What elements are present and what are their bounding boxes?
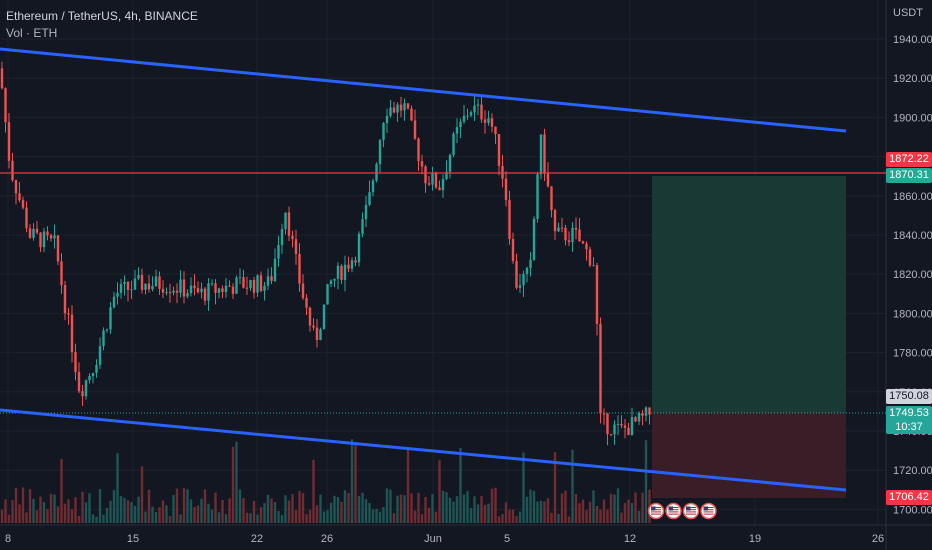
volume-bars	[0, 439, 651, 523]
price-tick-label: 1920.00	[893, 73, 932, 85]
price-tick-label: 1720.00	[893, 465, 932, 477]
price-tick-label: 1940.00	[893, 34, 932, 46]
time-tick-label: 19	[749, 533, 761, 545]
profit-zone[interactable]	[652, 176, 846, 413]
time-tick-label: 5	[504, 533, 510, 545]
price-tick-label: 1820.00	[893, 269, 932, 281]
upper-trendline[interactable]	[0, 47, 847, 133]
price-tick-label: 1700.00	[893, 504, 932, 516]
candlesticks	[0, 61, 651, 446]
time-tick-label: 26	[872, 533, 884, 545]
current-price: 1749.53	[889, 407, 929, 419]
time-tick-label: 22	[251, 533, 263, 545]
lower-trendline[interactable]	[0, 408, 847, 492]
time-tick-label: 26	[321, 533, 333, 545]
price-tick-label: 1900.00	[893, 112, 932, 124]
us-flag-icon[interactable]	[647, 502, 665, 520]
current-price-badge: 1749.53 10:37	[886, 406, 932, 434]
stop-price-badge: 1706.42	[886, 490, 932, 505]
price-tick-label: 1860.00	[893, 191, 932, 203]
price-tick-label: 1780.00	[893, 348, 932, 360]
event-flags[interactable]	[647, 502, 717, 520]
time-tick-label: 8	[5, 533, 11, 545]
us-flag-icon[interactable]	[665, 502, 682, 520]
price-tick-label: 1840.00	[893, 230, 932, 242]
loss-zone[interactable]	[652, 413, 846, 498]
entry-price-badge: 1750.08	[886, 389, 932, 404]
target-price-badge: 1870.31	[886, 168, 932, 183]
price-tick-label: 1800.00	[893, 308, 932, 320]
resistance-price-badge: 1872.22	[886, 152, 932, 167]
us-flag-icon[interactable]	[682, 502, 700, 520]
time-tick-label: 15	[127, 533, 139, 545]
volume-indicator-label[interactable]: Vol · ETH	[6, 26, 58, 40]
symbol-title[interactable]: Ethereum / TetherUS, 4h, BINANCE	[6, 9, 198, 23]
candle-countdown: 10:37	[895, 421, 923, 433]
us-flag-icon[interactable]	[700, 502, 717, 520]
currency-label: USDT	[893, 7, 923, 19]
time-tick-label: Jun	[424, 533, 442, 545]
time-tick-label: 12	[624, 533, 636, 545]
